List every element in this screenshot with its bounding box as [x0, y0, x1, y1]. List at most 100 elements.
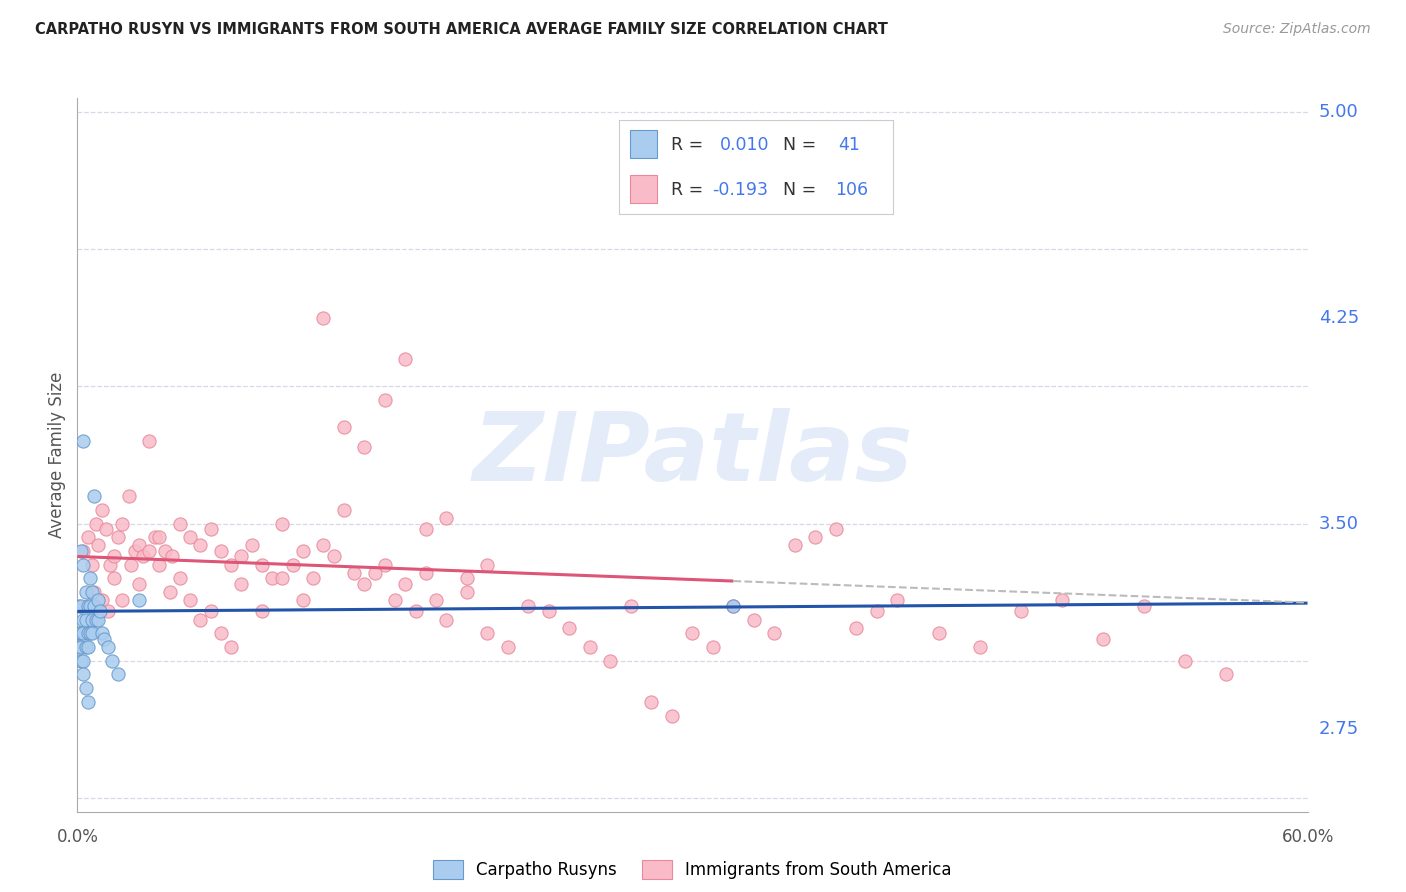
Point	[83, 585, 105, 599]
Point	[1050, 593, 1073, 607]
Point	[70, 544, 93, 558]
Point	[723, 599, 745, 613]
Point	[70, 654, 93, 668]
Point	[240, 539, 263, 553]
Text: 106: 106	[835, 181, 869, 199]
Point	[103, 549, 125, 564]
Point	[477, 626, 499, 640]
Point	[1091, 632, 1114, 646]
Text: 5.00: 5.00	[1319, 103, 1358, 120]
Point	[75, 681, 97, 696]
Point	[111, 593, 134, 607]
Text: 0.010: 0.010	[720, 136, 769, 153]
Point	[343, 566, 366, 580]
Point	[1010, 604, 1032, 618]
Point	[169, 571, 191, 585]
Text: -0.193: -0.193	[711, 181, 768, 199]
Point	[723, 599, 745, 613]
Point	[155, 544, 177, 558]
Point	[80, 613, 103, 627]
Point	[312, 539, 335, 553]
Point	[517, 599, 540, 613]
Point	[640, 695, 662, 709]
Point	[160, 549, 183, 564]
Point	[179, 530, 201, 544]
Text: N =: N =	[783, 181, 823, 199]
Point	[97, 604, 120, 618]
Point	[353, 440, 375, 454]
Text: 41: 41	[838, 136, 860, 153]
Point	[72, 654, 94, 668]
Point	[209, 544, 232, 558]
Point	[188, 539, 212, 553]
Point	[415, 566, 437, 580]
Point	[394, 577, 416, 591]
Point	[188, 613, 212, 627]
Point	[886, 593, 908, 607]
Point	[70, 626, 93, 640]
Point	[72, 667, 94, 681]
Point	[179, 593, 201, 607]
Text: 4.25: 4.25	[1319, 309, 1360, 326]
Point	[661, 708, 683, 723]
Point	[90, 593, 114, 607]
Point	[333, 420, 356, 434]
Point	[87, 613, 110, 627]
Point	[415, 522, 437, 536]
Point	[132, 549, 155, 564]
Point	[94, 522, 117, 536]
Point	[702, 640, 724, 654]
Point	[537, 604, 560, 618]
Point	[682, 626, 704, 640]
Point	[825, 522, 848, 536]
Point	[72, 544, 94, 558]
Point	[456, 571, 478, 585]
Point	[67, 599, 90, 613]
Point	[87, 593, 110, 607]
Text: 3.50: 3.50	[1319, 515, 1358, 533]
Y-axis label: Average Family Size: Average Family Size	[48, 372, 66, 538]
Point	[436, 613, 458, 627]
Point	[200, 604, 222, 618]
Point	[262, 571, 284, 585]
Text: ZIPatlas: ZIPatlas	[472, 409, 912, 501]
Point	[1174, 654, 1197, 668]
Point	[148, 530, 170, 544]
Point	[111, 516, 134, 531]
Point	[72, 613, 94, 627]
Point	[742, 613, 765, 627]
Point	[928, 626, 950, 640]
Point	[312, 310, 335, 325]
Point	[79, 571, 101, 585]
Point	[76, 626, 98, 640]
Point	[1132, 599, 1154, 613]
Point	[98, 558, 121, 572]
Point	[1215, 667, 1237, 681]
Point	[425, 593, 447, 607]
Point	[75, 613, 97, 627]
Point	[219, 558, 242, 572]
Point	[128, 539, 150, 553]
Point	[75, 640, 97, 654]
Point	[302, 571, 325, 585]
Legend: Carpatho Rusyns, Immigrants from South America: Carpatho Rusyns, Immigrants from South A…	[426, 853, 959, 886]
Point	[456, 585, 478, 599]
Point	[271, 516, 294, 531]
Point	[128, 593, 150, 607]
Point	[138, 544, 160, 558]
Point	[70, 640, 93, 654]
Point	[80, 626, 103, 640]
Point	[384, 593, 406, 607]
Point	[80, 558, 103, 572]
Point	[75, 585, 97, 599]
Bar	[630, 175, 657, 202]
Point	[231, 549, 253, 564]
Point	[763, 626, 786, 640]
Text: R =: R =	[671, 181, 709, 199]
Point	[219, 640, 242, 654]
Text: R =: R =	[671, 136, 709, 153]
Point	[107, 530, 129, 544]
Point	[128, 577, 150, 591]
Text: N =: N =	[783, 136, 823, 153]
Point	[90, 503, 114, 517]
